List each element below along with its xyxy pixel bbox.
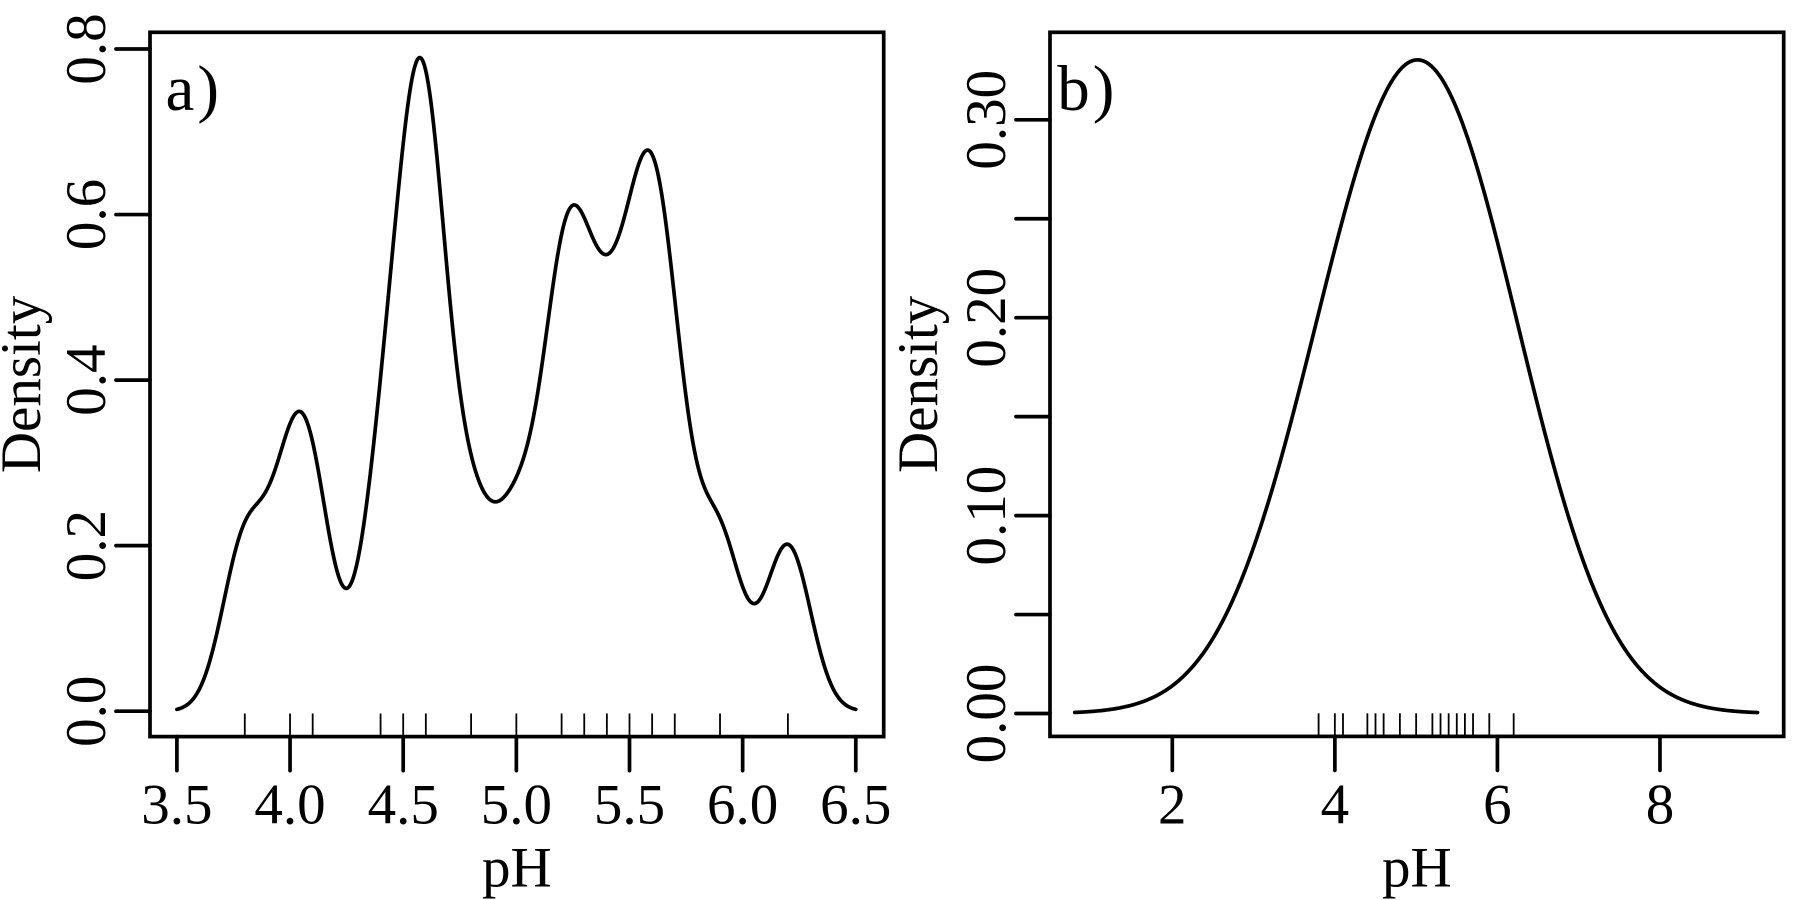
svg-text:0.4: 0.4 [55, 344, 118, 415]
svg-text:b): b) [1057, 53, 1117, 125]
svg-text:5.5: 5.5 [594, 773, 665, 836]
svg-text:8: 8 [1646, 773, 1675, 836]
svg-text:6.0: 6.0 [707, 773, 778, 836]
svg-text:Density: Density [887, 295, 950, 473]
svg-text:2: 2 [1158, 773, 1187, 836]
svg-text:pH: pH [1382, 837, 1452, 900]
svg-text:0.8: 0.8 [55, 13, 118, 84]
svg-text:a): a) [166, 53, 223, 125]
svg-text:6.5: 6.5 [820, 773, 891, 836]
svg-text:0.00: 0.00 [955, 664, 1018, 764]
svg-text:4.0: 4.0 [254, 773, 325, 836]
svg-text:0.2: 0.2 [55, 510, 118, 581]
svg-text:4: 4 [1321, 773, 1350, 836]
svg-text:6: 6 [1483, 773, 1512, 836]
svg-text:3.5: 3.5 [141, 773, 212, 836]
svg-text:0.6: 0.6 [55, 179, 118, 250]
svg-text:0.0: 0.0 [55, 676, 118, 747]
svg-text:Density: Density [0, 295, 53, 473]
svg-text:5.0: 5.0 [481, 773, 552, 836]
svg-text:4.5: 4.5 [368, 773, 439, 836]
svg-text:0.10: 0.10 [955, 466, 1018, 566]
svg-text:0.30: 0.30 [955, 70, 1018, 170]
svg-text:pH: pH [482, 837, 552, 900]
svg-text:0.20: 0.20 [955, 268, 1018, 368]
